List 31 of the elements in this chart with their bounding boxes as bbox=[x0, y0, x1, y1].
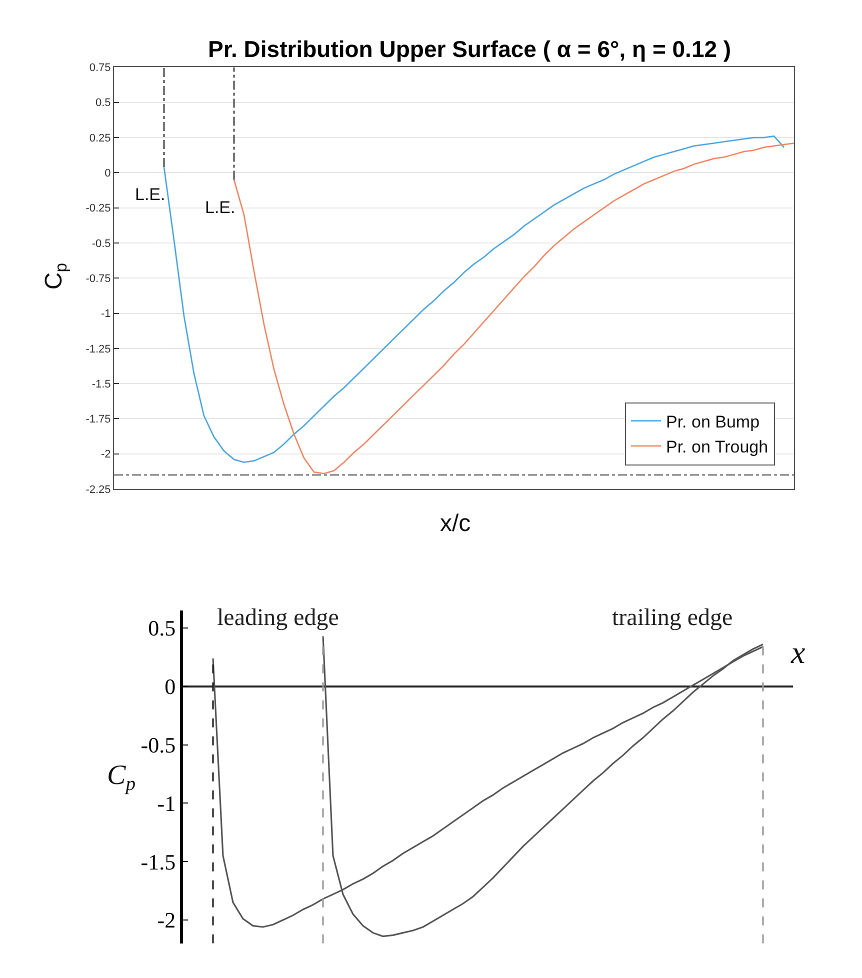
y-axis-title: C$_{p}$ bbox=[107, 760, 136, 795]
y-tick-label: -2.25 bbox=[86, 484, 111, 496]
y-tick-label: 0.5 bbox=[148, 616, 176, 641]
chart-title: Pr. Distribution Upper Surface ( α = 6°, η = 0.12 ) bbox=[208, 36, 732, 62]
annotation: trailing edge bbox=[612, 605, 733, 631]
annotation: L.E. bbox=[135, 185, 166, 204]
x-axis-title: x/c bbox=[440, 510, 471, 537]
y-tick-label: -1 bbox=[157, 790, 176, 816]
y-tick-label: -0.5 bbox=[92, 238, 111, 250]
y-tick-label: -2 bbox=[101, 448, 111, 461]
line-series bbox=[233, 142, 794, 474]
y-tick-label: 0.75 bbox=[89, 62, 111, 74]
y-tick-label: 0 bbox=[164, 674, 176, 700]
y-tick-label: -1.75 bbox=[86, 414, 111, 426]
y-tick-label: 0 bbox=[104, 168, 111, 180]
x-axis-title: x bbox=[790, 634, 806, 670]
y-tick-label: -2 bbox=[157, 908, 176, 933]
y-tick-label: 0.25 bbox=[89, 132, 111, 144]
y-tick-label: -0.5 bbox=[140, 732, 176, 758]
y-tick-label: -1 bbox=[101, 308, 111, 320]
y-tick-label: -0.75 bbox=[86, 272, 111, 285]
annotation: leading edge bbox=[217, 605, 339, 631]
legend-label: Pr. on Bump bbox=[666, 412, 760, 432]
y-tick-label: 0.5 bbox=[96, 97, 111, 110]
y-tick-label: -1.5 bbox=[140, 849, 176, 874]
line-series bbox=[163, 135, 785, 463]
y-tick-label: -0.25 bbox=[86, 202, 111, 215]
annotation: L.E. bbox=[205, 198, 236, 217]
y-tick-label: -1.5 bbox=[92, 378, 111, 390]
y-tick-label: -1.25 bbox=[86, 343, 111, 356]
legend-label: Pr. on Trough bbox=[666, 438, 768, 457]
